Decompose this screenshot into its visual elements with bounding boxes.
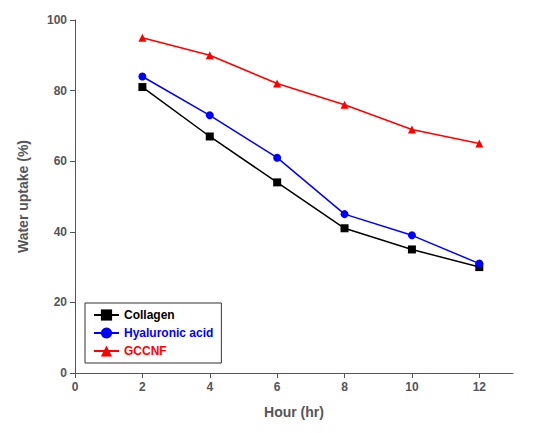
svg-text:8: 8 <box>341 380 348 394</box>
svg-text:60: 60 <box>54 154 68 168</box>
svg-text:10: 10 <box>405 380 419 394</box>
svg-text:80: 80 <box>54 84 68 98</box>
svg-text:6: 6 <box>274 380 281 394</box>
svg-text:12: 12 <box>473 380 487 394</box>
svg-text:40: 40 <box>54 225 68 239</box>
svg-text:0: 0 <box>60 366 67 380</box>
svg-text:Hour (hr): Hour (hr) <box>264 404 324 420</box>
svg-text:0: 0 <box>72 380 79 394</box>
svg-text:100: 100 <box>47 13 67 27</box>
svg-text:Hyaluronic acid: Hyaluronic acid <box>124 326 213 340</box>
svg-text:2: 2 <box>139 380 146 394</box>
svg-text:20: 20 <box>54 295 68 309</box>
svg-text:GCCNF: GCCNF <box>124 344 167 358</box>
svg-text:Collagen: Collagen <box>124 308 175 322</box>
svg-text:Water uptake (%): Water uptake (%) <box>15 140 31 253</box>
svg-text:4: 4 <box>206 380 213 394</box>
